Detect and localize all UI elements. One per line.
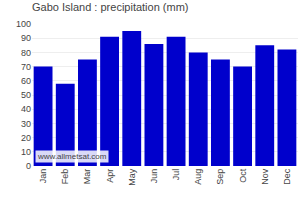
svg-text:20: 20	[21, 133, 31, 143]
svg-text:90: 90	[21, 33, 31, 43]
svg-text:60: 60	[21, 76, 31, 86]
svg-text:40: 40	[21, 104, 31, 114]
svg-text:Oct: Oct	[238, 168, 248, 183]
svg-text:80: 80	[21, 48, 31, 58]
svg-text:Sep: Sep	[215, 169, 225, 185]
svg-text:50: 50	[21, 90, 31, 100]
svg-text:Feb: Feb	[60, 169, 70, 185]
svg-text:100: 100	[16, 19, 31, 29]
svg-text:Jul: Jul	[171, 169, 181, 181]
svg-text:www.allmetsat.com: www.allmetsat.com	[37, 152, 107, 161]
svg-text:Dec: Dec	[282, 168, 292, 185]
svg-text:Aug: Aug	[193, 169, 203, 185]
svg-text:10: 10	[21, 147, 31, 157]
svg-text:70: 70	[21, 62, 31, 72]
svg-text:May: May	[127, 168, 137, 186]
svg-text:0: 0	[26, 161, 31, 171]
svg-text:30: 30	[21, 119, 31, 129]
svg-text:Gabo Island : precipitation (m: Gabo Island : precipitation (mm)	[32, 1, 189, 13]
svg-text:Nov: Nov	[260, 168, 270, 185]
svg-text:Jun: Jun	[149, 169, 159, 184]
svg-text:Mar: Mar	[82, 169, 92, 185]
svg-text:Jan: Jan	[38, 169, 48, 184]
svg-text:Apr: Apr	[105, 169, 115, 183]
